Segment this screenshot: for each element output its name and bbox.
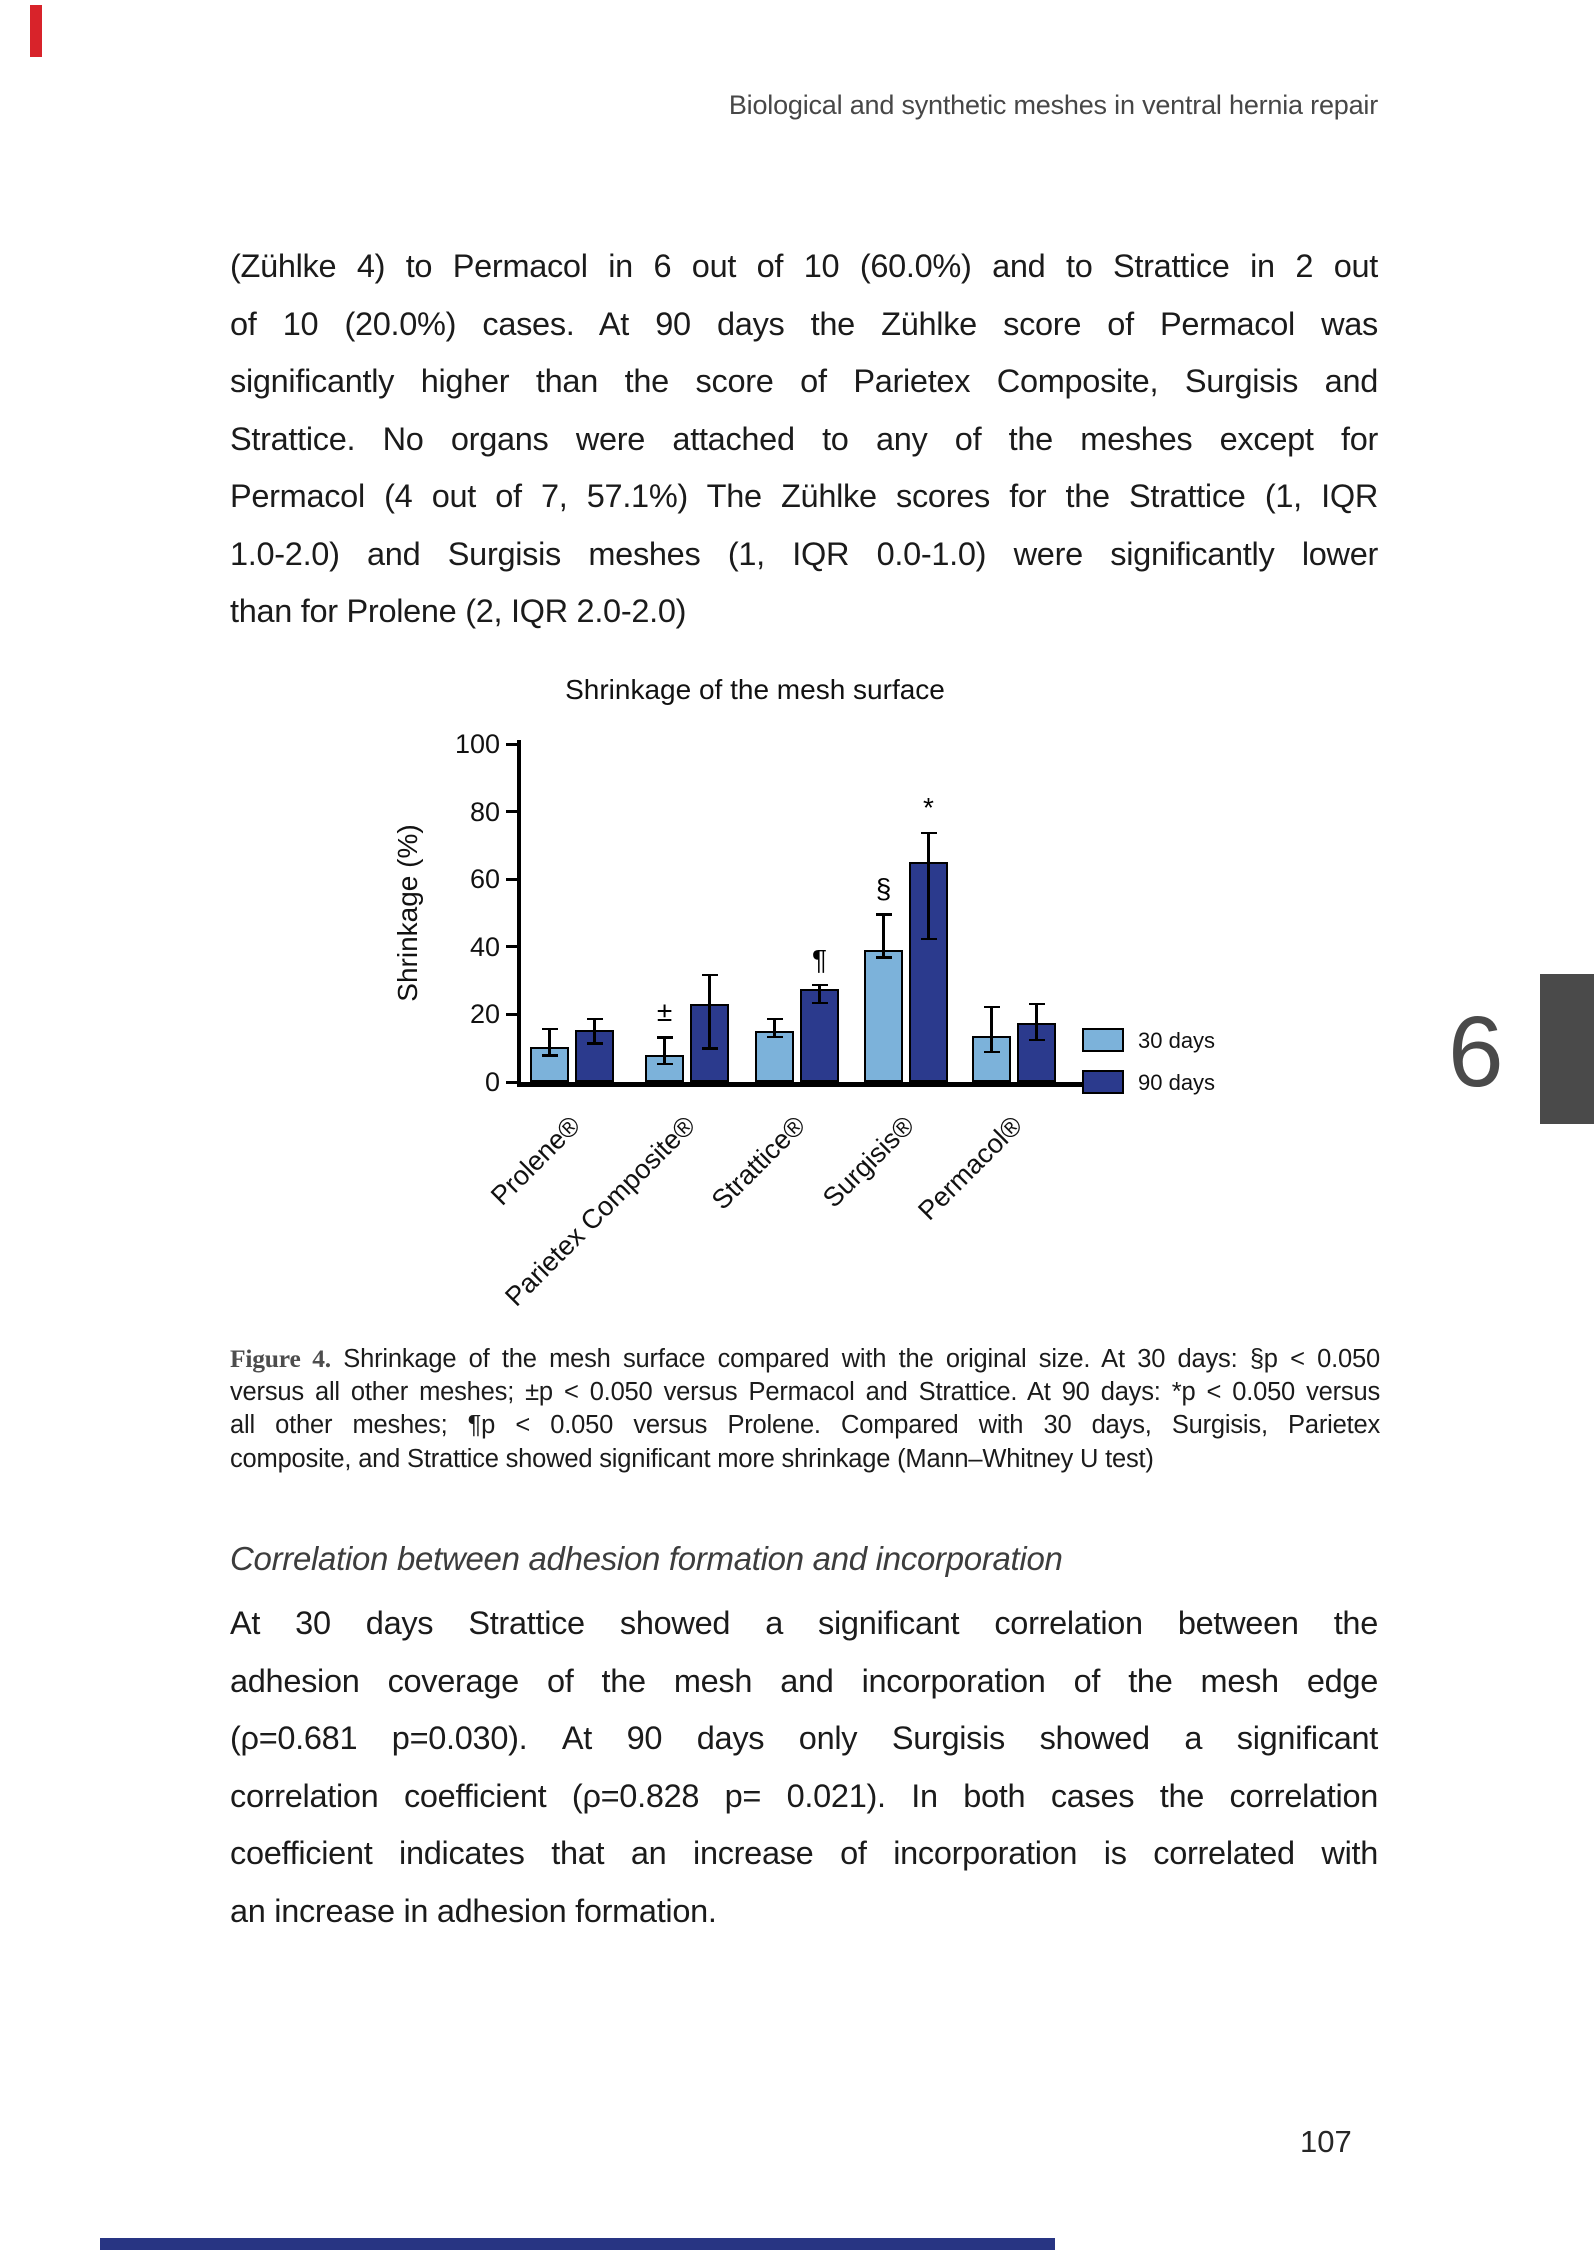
bar-90days-1 — [690, 1004, 729, 1082]
error-bar-cap-bottom — [586, 1042, 603, 1045]
text-line: of 10 (20.0%) cases. At 90 days the Zühl… — [230, 305, 1378, 342]
significance-marker: ± — [656, 996, 673, 1028]
error-bar-cap-bottom — [875, 956, 892, 959]
error-bar — [990, 1005, 993, 1054]
legend-swatch-90days — [1082, 1070, 1124, 1094]
text-line: (Zühlke 4) to Permacol in 6 out of 10 (6… — [230, 248, 1378, 284]
text-line: 1.0-2.0) and Surgisis meshes (1, IQR 0.0… — [230, 535, 1378, 572]
error-bar-cap-top — [983, 1005, 1000, 1009]
bar-90days-2 — [800, 989, 839, 1082]
page-number: 107 — [1300, 2124, 1352, 2159]
legend-swatch-30days — [1082, 1028, 1124, 1052]
error-bar-cap-top — [701, 973, 718, 977]
x-axis — [517, 1082, 1102, 1087]
text-line: an increase in adhesion formation. — [230, 1892, 717, 1929]
page-edge-bottom-bar — [100, 2238, 1055, 2250]
error-bar-cap-top — [541, 1027, 558, 1031]
running-header: Biological and synthetic meshes in ventr… — [728, 90, 1378, 120]
caption-text: Shrinkage of the mesh surface compared w… — [330, 1345, 1380, 1373]
error-bar-cap-top — [656, 1036, 673, 1039]
significance-marker: § — [875, 873, 892, 904]
chapter-edge-tab — [1540, 974, 1594, 1124]
error-bar-cap-bottom — [766, 1035, 783, 1039]
error-bar — [663, 1036, 666, 1066]
error-bar-cap-top — [586, 1017, 603, 1021]
text-line: correlation coefficient (ρ=0.828 p= 0.02… — [230, 1777, 1378, 1814]
error-bar-cap-bottom — [920, 937, 937, 941]
bar-90days-0 — [575, 1029, 614, 1082]
bar-30days-0 — [530, 1046, 569, 1082]
text-line: At 30 days Strattice showed a significan… — [230, 1605, 1378, 1641]
figure-caption: Figure 4. Shrinkage of the mesh surface … — [230, 1342, 1380, 1476]
y-tick — [506, 877, 517, 881]
y-tick — [506, 810, 517, 814]
y-tick-label: 80 — [469, 796, 500, 827]
text-line: than for Prolene (2, IQR 2.0-2.0) — [230, 593, 687, 629]
y-axis-label: Shrinkage (%) — [392, 824, 423, 1002]
text-line: adhesion coverage of the mesh and incorp… — [230, 1662, 1378, 1699]
error-bar — [773, 1017, 776, 1039]
y-tick — [506, 1080, 517, 1084]
y-tick-label: 20 — [469, 999, 500, 1030]
error-bar-cap-top — [875, 913, 892, 916]
figure-label: Figure 4. — [230, 1344, 331, 1373]
page-edge-red-mark — [30, 5, 42, 57]
error-bar — [927, 831, 930, 941]
text-line: significantly higher than the score of P… — [230, 363, 1378, 399]
bar-30days-1 — [645, 1054, 684, 1082]
y-tick-label: 40 — [469, 931, 500, 962]
y-tick — [506, 1012, 517, 1016]
section-heading: Correlation between adhesion formation a… — [230, 1540, 1063, 1577]
error-bar-cap-top — [920, 831, 937, 835]
caption-line: all other meshes; ¶p < 0.050 versus Prol… — [230, 1411, 1380, 1439]
bar-30days-3 — [864, 950, 903, 1082]
error-bar — [818, 983, 821, 1005]
paragraph-correlation: At 30 days Strattice showed a significan… — [230, 1595, 1378, 1940]
significance-marker: * — [923, 791, 934, 823]
significance-marker: ¶ — [811, 943, 828, 975]
bar-90days-3 — [909, 862, 948, 1082]
error-bar — [882, 913, 885, 959]
caption-line: versus all other meshes; ±p < 0.050 vers… — [230, 1377, 1380, 1406]
error-bar-cap-bottom — [701, 1047, 718, 1050]
legend-label: 90 days — [1138, 1070, 1216, 1095]
y-tick — [506, 742, 517, 746]
text-line: Permacol (4 out of 7, 57.1%) The Zühlke … — [230, 478, 1378, 514]
error-bar-cap-bottom — [1028, 1038, 1045, 1042]
caption-line: Figure 4. Shrinkage of the mesh surface … — [230, 1342, 1380, 1376]
error-bar-cap-bottom — [983, 1050, 1000, 1054]
text-line: Strattice. No organs were attached to an… — [230, 420, 1378, 457]
error-bar-cap-bottom — [811, 1001, 828, 1005]
bar-30days-2 — [755, 1031, 794, 1082]
caption-line: composite, and Strattice showed signific… — [230, 1444, 1154, 1473]
bar-30days-4 — [972, 1036, 1011, 1082]
error-bar — [548, 1027, 551, 1057]
y-axis — [517, 740, 521, 1086]
legend-label: 30 days — [1138, 1028, 1216, 1053]
chart-title: Shrinkage of the mesh surface — [565, 674, 945, 705]
error-bar-cap-bottom — [656, 1062, 673, 1066]
error-bar — [1035, 1002, 1038, 1042]
y-tick-label: 60 — [469, 864, 500, 895]
error-bar-cap-bottom — [541, 1054, 558, 1057]
error-bar-cap-top — [811, 983, 828, 987]
y-tick-label: 100 — [454, 729, 500, 759]
y-tick — [506, 945, 517, 949]
error-bar — [593, 1017, 596, 1045]
y-tick-label: 0 — [484, 1067, 500, 1097]
bar-90days-4 — [1017, 1022, 1056, 1082]
error-bar — [708, 973, 711, 1050]
text-line: coefficient indicates that an increase o… — [230, 1835, 1378, 1871]
paragraph-results: (Zühlke 4) to Permacol in 6 out of 10 (6… — [230, 238, 1378, 641]
text-line: (ρ=0.681 p=0.030). At 90 days only Surgi… — [230, 1720, 1378, 1756]
error-bar-cap-top — [1028, 1002, 1045, 1006]
error-bar-cap-top — [766, 1017, 783, 1021]
chapter-number: 6 — [1448, 996, 1504, 1108]
